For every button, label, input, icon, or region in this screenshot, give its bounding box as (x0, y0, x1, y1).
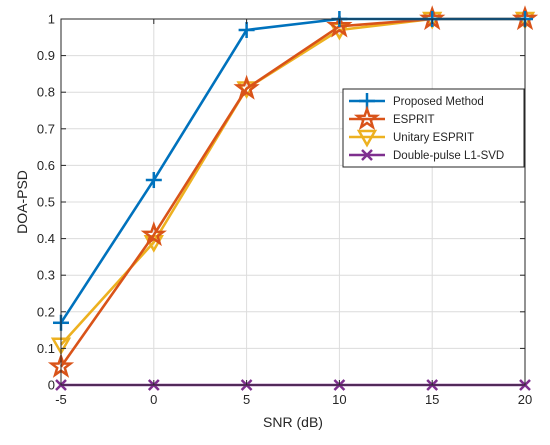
legend-marker (356, 129, 378, 148)
x-tick-label: -5 (55, 392, 67, 407)
y-tick-label: 0.7 (37, 121, 55, 136)
y-tick-label: 0.2 (37, 304, 55, 319)
y-tick-label: 0.6 (37, 158, 55, 173)
legend-label: ESPRIT (393, 114, 435, 126)
y-tick-label: 0.5 (37, 195, 55, 210)
data-point (233, 74, 260, 100)
x-tick-label: 0 (150, 392, 157, 407)
data-point (145, 172, 162, 189)
y-tick-label: 0.3 (37, 268, 55, 283)
y-tick-label: 0 (48, 378, 55, 393)
legend-entry: Unitary ESPRIT (349, 129, 474, 148)
x-tick-label: 5 (243, 392, 250, 407)
legend: Proposed Method ESPRIT Unitary ESPRIT Doubl… (342, 88, 525, 168)
y-tick-label: 0.1 (37, 341, 55, 356)
legend-label: Unitary ESPRIT (393, 132, 474, 144)
y-tick-label: 1 (48, 12, 55, 27)
x-axis-label: SNR (dB) (263, 414, 323, 430)
legend-entry: Proposed Method (349, 93, 484, 109)
x-tick-label: 10 (332, 392, 346, 407)
legend-marker (353, 105, 381, 131)
y-tick-label: 0.8 (37, 85, 55, 100)
data-point (326, 12, 353, 38)
legend-entry: ESPRIT (349, 105, 435, 131)
legend-entry: Double-pulse L1-SVD (349, 149, 504, 162)
y-tick-label: 0.9 (37, 48, 55, 63)
x-tick-label: 20 (518, 392, 532, 407)
legend-marker (361, 149, 373, 161)
legend-label: Proposed Method (393, 96, 484, 108)
data-point (238, 21, 255, 38)
y-axis-label: DOA-PSD (14, 170, 30, 234)
x-tick-label: 15 (425, 392, 439, 407)
legend-label: Double-pulse L1-SVD (393, 150, 504, 162)
data-point (140, 221, 167, 247)
y-tick-label: 0.4 (37, 231, 55, 246)
